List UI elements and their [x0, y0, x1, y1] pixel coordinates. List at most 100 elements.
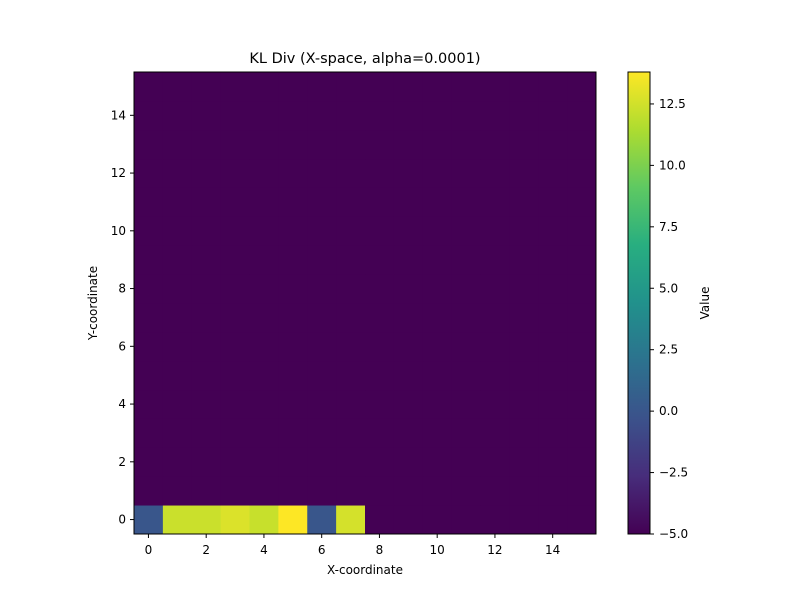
heatmap-cell	[249, 418, 279, 448]
heatmap-cell	[278, 389, 308, 419]
heatmap-cell	[134, 389, 164, 419]
heatmap-cell	[134, 158, 164, 188]
y-tick-label: 12	[111, 166, 126, 180]
heatmap-cell	[278, 129, 308, 160]
heatmap-cell	[567, 158, 597, 188]
heatmap-cell	[365, 303, 395, 333]
heatmap-cell	[162, 505, 193, 535]
heatmap-cell	[393, 303, 424, 333]
heatmap-cell	[422, 447, 453, 477]
heatmap-cell	[220, 303, 250, 333]
heatmap-cell	[567, 360, 597, 391]
y-tick-label: 4	[118, 397, 126, 411]
heatmap-cell	[509, 100, 539, 131]
heatmap-cell	[249, 72, 279, 102]
heatmap-cell	[567, 187, 597, 217]
heatmap-cell	[336, 476, 366, 506]
heatmap-cell	[307, 505, 337, 535]
heatmap-cell	[422, 418, 453, 448]
heatmap-cell	[567, 129, 597, 160]
plot-frame	[133, 71, 597, 535]
colorbar-tick-label: 10.0	[659, 158, 686, 172]
heatmap-cell	[451, 303, 481, 333]
heatmap-cell	[191, 158, 222, 188]
heatmap-cell	[480, 100, 510, 131]
heatmap-cell	[365, 389, 395, 419]
heatmap-cell	[509, 360, 539, 391]
heatmap-cell	[538, 447, 568, 477]
heatmap-cell	[336, 447, 366, 477]
heatmap-cell	[451, 447, 481, 477]
heatmap-cell	[422, 274, 453, 304]
heatmap-cell	[278, 245, 308, 275]
heatmap-cell	[480, 72, 510, 102]
heatmap-cell	[134, 274, 164, 304]
heatmap-cell	[365, 72, 395, 102]
heatmap-cell	[422, 158, 453, 188]
heatmap-cell	[451, 72, 481, 102]
x-tick-label: 8	[376, 543, 384, 557]
colorbar	[627, 71, 651, 535]
heatmap-cells	[134, 72, 597, 535]
heatmap-cell	[336, 303, 366, 333]
heatmap-cell	[191, 303, 222, 333]
heatmap-cell	[422, 331, 453, 362]
heatmap-cell	[422, 72, 453, 102]
heatmap-cell	[278, 505, 308, 535]
heatmap-cell	[307, 187, 337, 217]
heatmap-cell	[538, 389, 568, 419]
x-tick-label: 2	[202, 543, 210, 557]
heatmap-cell	[480, 476, 510, 506]
heatmap-cell	[191, 100, 222, 131]
heatmap-cell	[162, 447, 193, 477]
heatmap-cell	[422, 187, 453, 217]
heatmap-cell	[220, 158, 250, 188]
heatmap-cell	[365, 418, 395, 448]
heatmap-cell	[422, 129, 453, 160]
heatmap-cell	[336, 158, 366, 188]
colorbar-tick-label: −5.0	[659, 527, 688, 541]
heatmap-cell	[480, 303, 510, 333]
x-tick-label: 14	[545, 543, 560, 557]
heatmap-cell	[393, 158, 424, 188]
y-tick-label: 14	[111, 108, 126, 122]
colorbar-tick-label: 7.5	[659, 220, 678, 234]
heatmap-cell	[191, 447, 222, 477]
heatmap-cell	[249, 331, 279, 362]
y-tick-label: 2	[118, 455, 126, 469]
heatmap-cell	[393, 72, 424, 102]
heatmap-cell	[567, 418, 597, 448]
heatmap-cell	[336, 245, 366, 275]
heatmap-cell	[191, 476, 222, 506]
heatmap-cell	[162, 303, 193, 333]
heatmap-cell	[567, 476, 597, 506]
heatmap-cell	[393, 331, 424, 362]
heatmap-cell	[509, 303, 539, 333]
heatmap-cell	[538, 418, 568, 448]
heatmap-cell	[365, 245, 395, 275]
heatmap-cell	[451, 418, 481, 448]
heatmap-cell	[134, 447, 164, 477]
colorbar-label: Value	[698, 287, 712, 320]
heatmap-cell	[220, 187, 250, 217]
heatmap-cell	[393, 505, 424, 535]
heatmap-cell	[249, 360, 279, 391]
heatmap-cell	[480, 360, 510, 391]
heatmap-cell	[451, 360, 481, 391]
heatmap-cell	[480, 187, 510, 217]
heatmap-cell	[278, 303, 308, 333]
heatmap-cell	[480, 216, 510, 246]
heatmap-cell	[134, 245, 164, 275]
y-axis-ticks: 0 2 4 6 8 10 12 14	[111, 108, 134, 527]
heatmap-cell	[480, 505, 510, 535]
heatmap-cell	[278, 72, 308, 102]
heatmap-cell	[278, 360, 308, 391]
heatmap-cell	[278, 418, 308, 448]
heatmap-cell	[538, 187, 568, 217]
heatmap-cell	[422, 245, 453, 275]
heatmap-cell	[336, 360, 366, 391]
heatmap-cell	[249, 187, 279, 217]
heatmap-cell	[365, 447, 395, 477]
heatmap-cell	[134, 216, 164, 246]
heatmap-cell	[278, 331, 308, 362]
